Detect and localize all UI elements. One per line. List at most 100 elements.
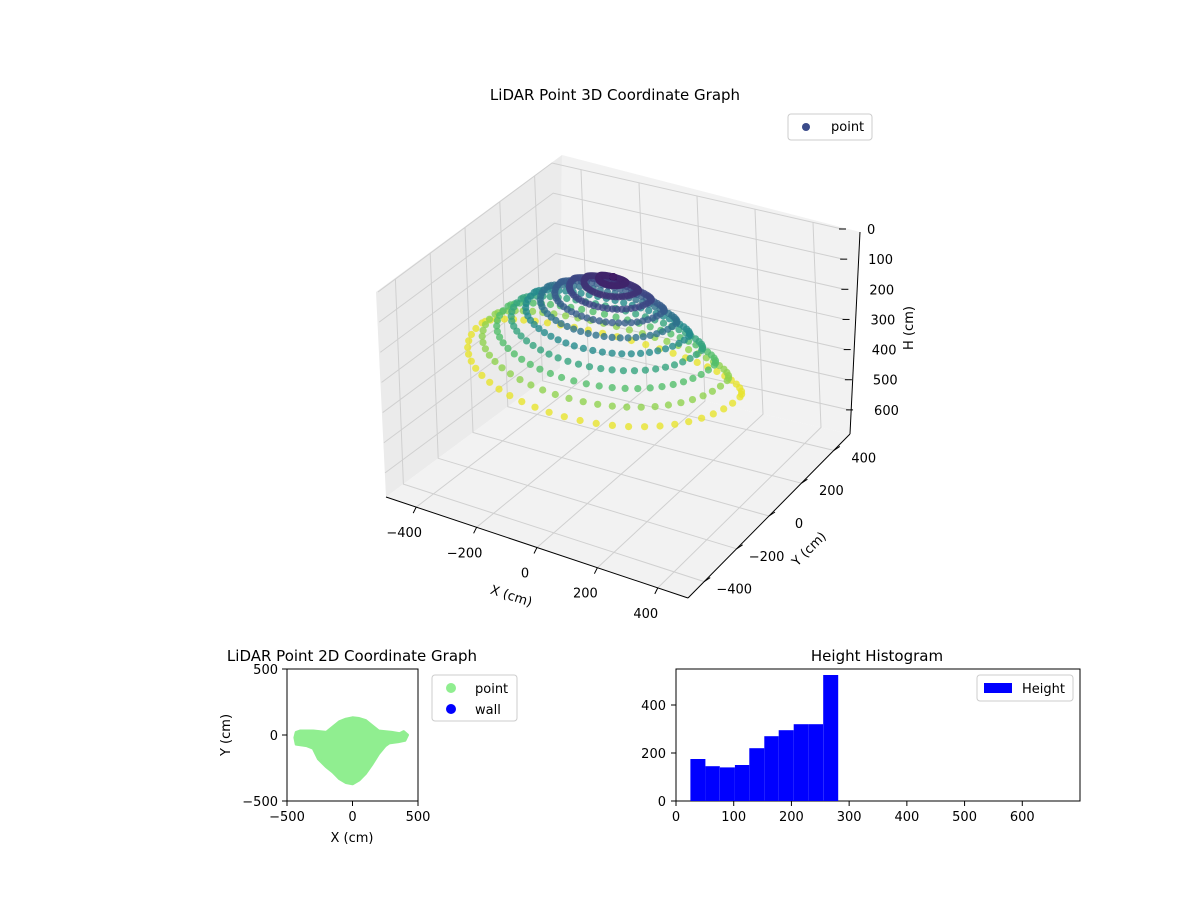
legend-3d-label: point (831, 120, 864, 135)
histogram-title: Height Histogram (811, 647, 943, 665)
point-3d (704, 366, 713, 374)
x-tick-label-hist: 0 (672, 810, 680, 825)
point-3d (472, 324, 480, 333)
chart-3d-title: LiDAR Point 3D Coordinate Graph (490, 86, 740, 104)
point-3d (675, 339, 683, 347)
grid-z (378, 192, 844, 323)
point-3d (529, 299, 537, 307)
chart-histogram: Height Histogram 0 100 200 300 400 500 600 0 200… (641, 647, 1081, 825)
point-3d (608, 402, 616, 410)
y-tick-3d (703, 577, 711, 583)
point-3d (602, 318, 610, 326)
point-3d (608, 384, 616, 392)
x-tick-label-hist: 300 (837, 810, 862, 825)
point-3d (680, 336, 688, 344)
point-3d (493, 322, 501, 330)
histogram-bar (690, 759, 706, 801)
point-3d (563, 294, 571, 303)
point-3d (654, 347, 662, 355)
point-3d (637, 349, 645, 357)
point-3d (577, 289, 585, 297)
point-3d (495, 385, 503, 393)
z-tick-label-3d: 200 (869, 283, 894, 298)
point-3d (557, 320, 565, 328)
point-3d (641, 423, 649, 431)
y-tick-label-3d: 0 (795, 517, 803, 532)
x-tick-label-2d: 500 (406, 810, 431, 825)
legend-3d-box (787, 113, 873, 141)
point-3d (498, 364, 506, 372)
x-tick-3d (473, 527, 478, 534)
z-tick-label-3d: 0 (867, 223, 875, 238)
x-tick-label-3d: −200 (447, 546, 483, 561)
point-3d (698, 346, 706, 354)
point-3d (570, 377, 578, 385)
point-3d (616, 334, 624, 342)
point-3d (551, 390, 559, 399)
point-3d (579, 398, 587, 406)
point-3d (499, 339, 507, 347)
point-3d (720, 405, 728, 413)
y-tick-label-2d: −500 (242, 795, 278, 810)
point-3d (517, 332, 525, 340)
point-3d (563, 322, 571, 331)
point-3d (625, 326, 634, 334)
point-3d (545, 350, 553, 358)
point-3d (608, 333, 616, 341)
ticks-3d: −400 −200 0 200 400 −400 −200 0 200 400 0 100 200 300… (386, 223, 899, 622)
point-3d (479, 326, 487, 334)
chart-2d: LiDAR Point 2D Coordinate Graph −500−500… (219, 647, 518, 846)
point-3d (527, 381, 535, 389)
chart-3d: LiDAR Point 3D Coordinate Graph −400 −200… (376, 86, 917, 622)
y-tick-3d (801, 478, 808, 484)
y-tick-3d (736, 544, 743, 550)
point-3d (685, 346, 693, 354)
point-3d (618, 350, 626, 358)
point-3d (709, 410, 717, 418)
point-3d (646, 331, 654, 339)
point-3d (605, 292, 614, 300)
histogram-bar (778, 730, 794, 801)
y-tick-3d (833, 445, 841, 451)
grid-3d (377, 162, 850, 589)
point-3d (662, 345, 670, 353)
x-tick-label-2d: 0 (348, 810, 356, 825)
point-3d (598, 348, 607, 356)
point-3d (693, 358, 701, 366)
point-3d (576, 416, 584, 425)
point-3d (652, 365, 660, 373)
point-3d (562, 339, 570, 347)
y-tick-3d (768, 511, 776, 517)
grid-y (394, 279, 705, 583)
point-3d (642, 341, 650, 349)
point-3d (688, 396, 697, 404)
point-3d (669, 380, 677, 389)
point-3d (651, 403, 659, 411)
point-3d (679, 378, 688, 386)
legend-hist: Height (976, 674, 1074, 702)
point-3d (677, 399, 685, 407)
point-3d (595, 382, 603, 390)
point-3d (592, 331, 600, 339)
point-3d (600, 332, 608, 341)
point-3d (630, 367, 639, 375)
point-3d (546, 300, 555, 309)
point-3d (539, 386, 547, 394)
point-3d (574, 360, 583, 368)
point-3d (663, 337, 671, 345)
point-3d (659, 319, 668, 327)
point-3d (464, 343, 472, 351)
point-3d (518, 355, 526, 363)
point-3d (632, 310, 640, 318)
point-3d (615, 319, 623, 327)
point-3d (692, 351, 700, 359)
grid-x (597, 209, 764, 569)
point-3d (689, 374, 697, 382)
legend-2d-wall-label: wall (475, 703, 501, 718)
x-tick-3d (654, 587, 659, 595)
y-tick-label-3d: −200 (749, 550, 785, 565)
histogram-bar (734, 765, 750, 801)
z-tick-label-3d: 100 (868, 253, 893, 268)
legend-hist-box (976, 674, 1074, 702)
